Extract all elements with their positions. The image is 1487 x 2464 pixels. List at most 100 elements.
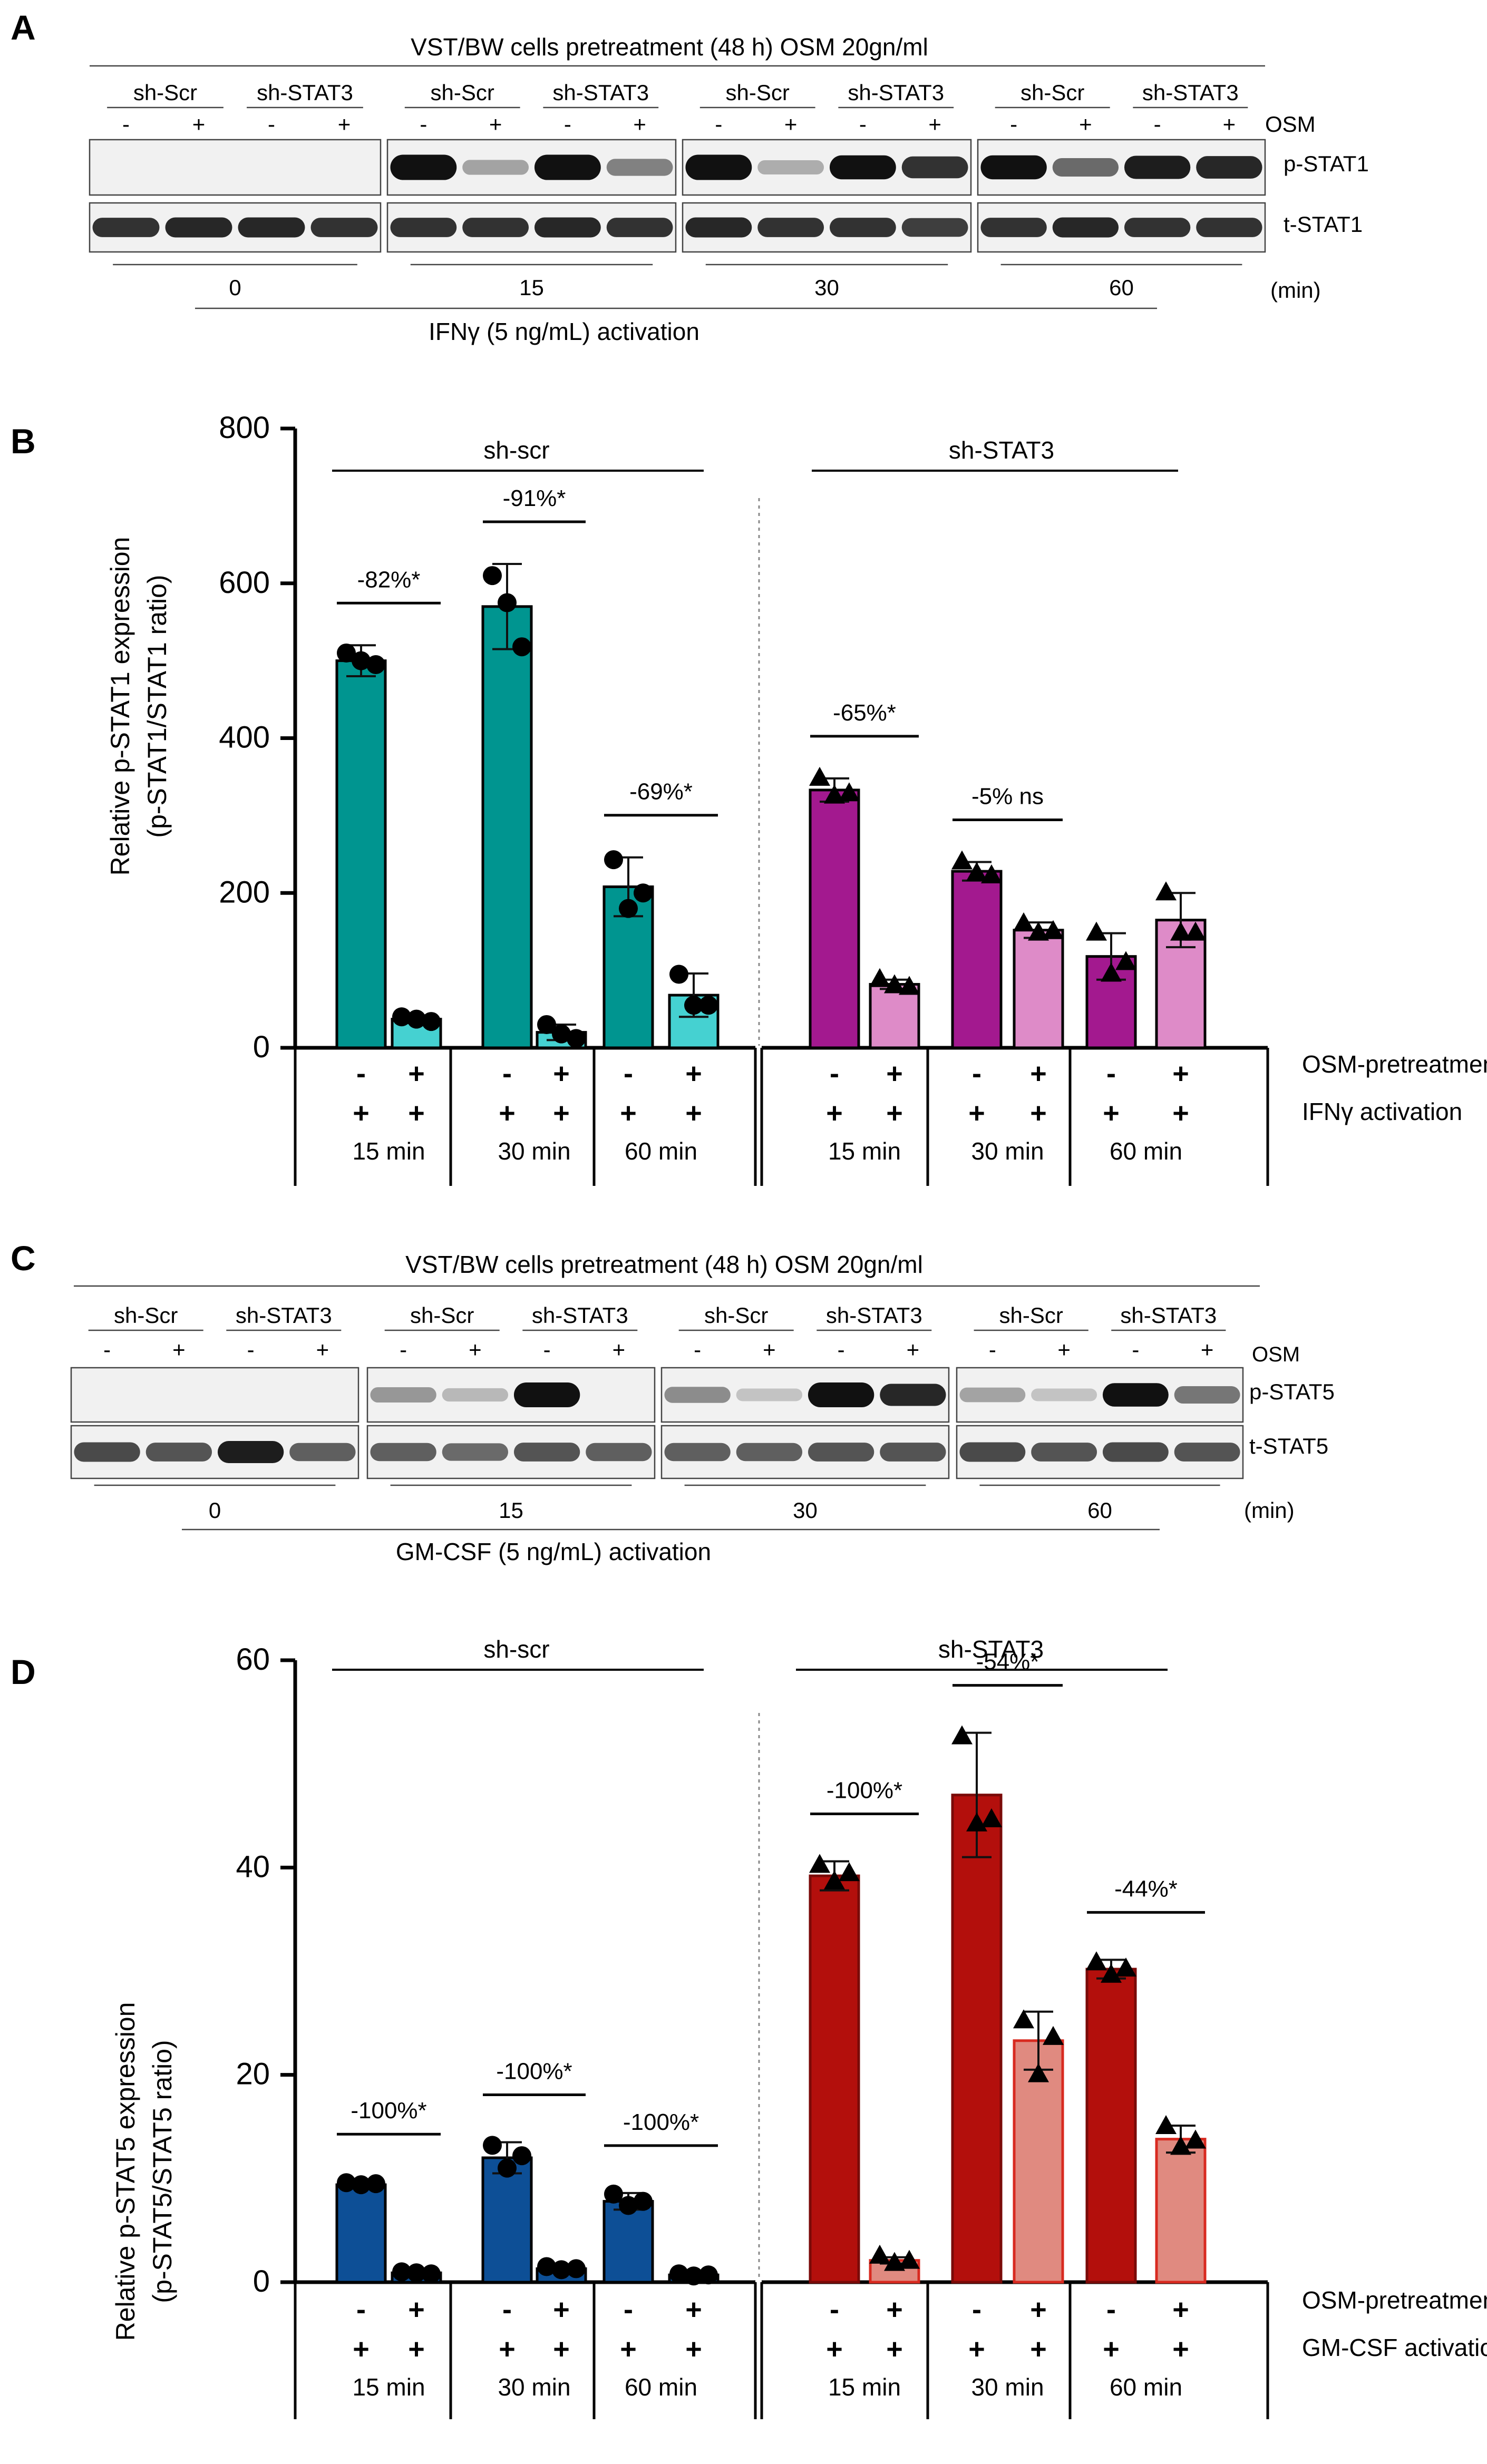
blot-band	[808, 1443, 874, 1462]
chart-b-row-label-osm: OSM-pretreatment	[1302, 1050, 1487, 1078]
blot-band	[685, 217, 752, 238]
significance-label: -69%*	[629, 779, 693, 805]
activation-sign: +	[685, 1097, 702, 1129]
osm-sign: +	[685, 1058, 702, 1089]
activation-sign: +	[826, 1097, 843, 1129]
data-point	[699, 996, 718, 1015]
blot-sign: -	[715, 112, 722, 137]
data-point	[684, 996, 703, 1015]
blot-sign: +	[1201, 1337, 1214, 1362]
blot-band	[145, 1443, 212, 1462]
blot-time-label: 60	[1109, 275, 1134, 300]
western-blot-a: VST/BW cells pretreatment (48 h) OSM 20g…	[89, 33, 1369, 345]
osm-sign: -	[624, 2294, 633, 2325]
blot-a-activation: IFNγ (5 ng/mL) activation	[429, 318, 699, 345]
blot-sign: +	[469, 1337, 482, 1362]
chart-b-group-header-shscr: sh-scr	[483, 436, 549, 464]
data-point	[1043, 2025, 1064, 2045]
data-point	[1028, 2063, 1049, 2082]
time-label: 30 min	[971, 1137, 1044, 1165]
osm-sign: +	[886, 1058, 903, 1089]
data-point	[366, 2174, 385, 2194]
time-label: 60 min	[625, 2373, 697, 2401]
blot-sign: -	[122, 112, 130, 137]
blot-group-label: sh-Scr	[431, 80, 494, 105]
chart-b-group-header-shstat3: sh-STAT3	[949, 436, 1054, 464]
data-point	[1086, 921, 1107, 941]
activation-sign: +	[620, 2333, 637, 2365]
time-label: 30 min	[971, 2373, 1044, 2401]
blot-band	[901, 156, 968, 179]
data-point	[869, 968, 890, 987]
activation-sign: +	[1103, 2333, 1120, 2365]
blot-group-label: sh-Scr	[133, 80, 197, 105]
bar	[809, 788, 860, 1049]
activation-sign: +	[968, 1097, 985, 1129]
blot-band	[606, 159, 673, 176]
time-label: 60 min	[1110, 2373, 1182, 2401]
data-point	[809, 1854, 830, 1873]
data-point	[604, 2184, 623, 2204]
activation-sign: +	[886, 1097, 903, 1129]
blot-band	[757, 218, 824, 237]
blot-sign: +	[613, 1337, 626, 1362]
blot-band	[370, 1443, 436, 1462]
blot-sign: -	[247, 1337, 255, 1362]
significance-label: -5% ns	[971, 784, 1044, 810]
blot-band	[1052, 217, 1119, 238]
data-point	[884, 2252, 905, 2271]
significance-label: -65%*	[833, 700, 896, 726]
blot-band	[442, 1443, 509, 1461]
osm-sign: -	[502, 2294, 512, 2325]
blot-band	[1052, 158, 1119, 177]
blot-band	[808, 1382, 874, 1408]
blot-band	[664, 1443, 731, 1462]
blot-band	[1102, 1442, 1169, 1462]
blot-band	[462, 218, 529, 237]
data-point	[537, 2257, 556, 2276]
bar	[1155, 2138, 1207, 2284]
activation-sign: +	[826, 2333, 843, 2365]
blot-group-label: sh-Scr	[726, 80, 790, 105]
blot-band	[586, 1443, 652, 1462]
data-point	[422, 1012, 441, 1031]
blot-band	[534, 154, 601, 180]
blot-time-label: 15	[499, 1498, 523, 1523]
data-point	[552, 1024, 571, 1044]
data-point	[1013, 912, 1034, 931]
chart-d-row-label-osm: OSM-pretreatment	[1302, 2286, 1487, 2314]
activation-sign: +	[1172, 1097, 1189, 1129]
blot-band	[310, 218, 378, 237]
blot-a-title: VST/BW cells pretreatment (48 h) OSM 20g…	[411, 33, 928, 61]
blot-sign: -	[989, 1337, 996, 1362]
blot-band	[829, 218, 896, 237]
y-tick-label: 0	[253, 2264, 270, 2299]
osm-sign: -	[356, 2294, 366, 2325]
osm-sign: -	[624, 1058, 633, 1089]
blot-sign: -	[859, 112, 867, 137]
osm-sign: -	[972, 2294, 981, 2325]
western-blot-c: VST/BW cells pretreatment (48 h) OSM 20g…	[70, 1251, 1335, 1565]
osm-sign: +	[408, 1058, 425, 1089]
activation-sign: +	[1103, 1097, 1120, 1129]
blot-band	[390, 218, 457, 237]
data-point	[483, 566, 502, 586]
chart-b-ylabel-2: (p-STAT1/STAT1 ratio)	[142, 574, 172, 837]
blot-band	[165, 217, 232, 238]
time-label: 15 min	[828, 1137, 901, 1165]
data-point	[1155, 2115, 1177, 2134]
blot-sign: +	[338, 112, 351, 137]
activation-sign: +	[553, 2333, 570, 2365]
blot-sign: +	[763, 1337, 776, 1362]
blot-group-label: sh-STAT3	[1142, 80, 1239, 105]
bar	[335, 2183, 387, 2284]
data-point	[537, 1015, 556, 1034]
y-tick-label: 400	[219, 720, 270, 755]
time-label: 15 min	[352, 2373, 425, 2401]
data-point	[899, 976, 920, 995]
activation-sign: +	[886, 2333, 903, 2365]
blot-band	[1196, 156, 1262, 179]
activation-sign: +	[499, 2333, 516, 2365]
blot-time-label: 15	[519, 275, 544, 300]
blot-band	[685, 154, 752, 180]
